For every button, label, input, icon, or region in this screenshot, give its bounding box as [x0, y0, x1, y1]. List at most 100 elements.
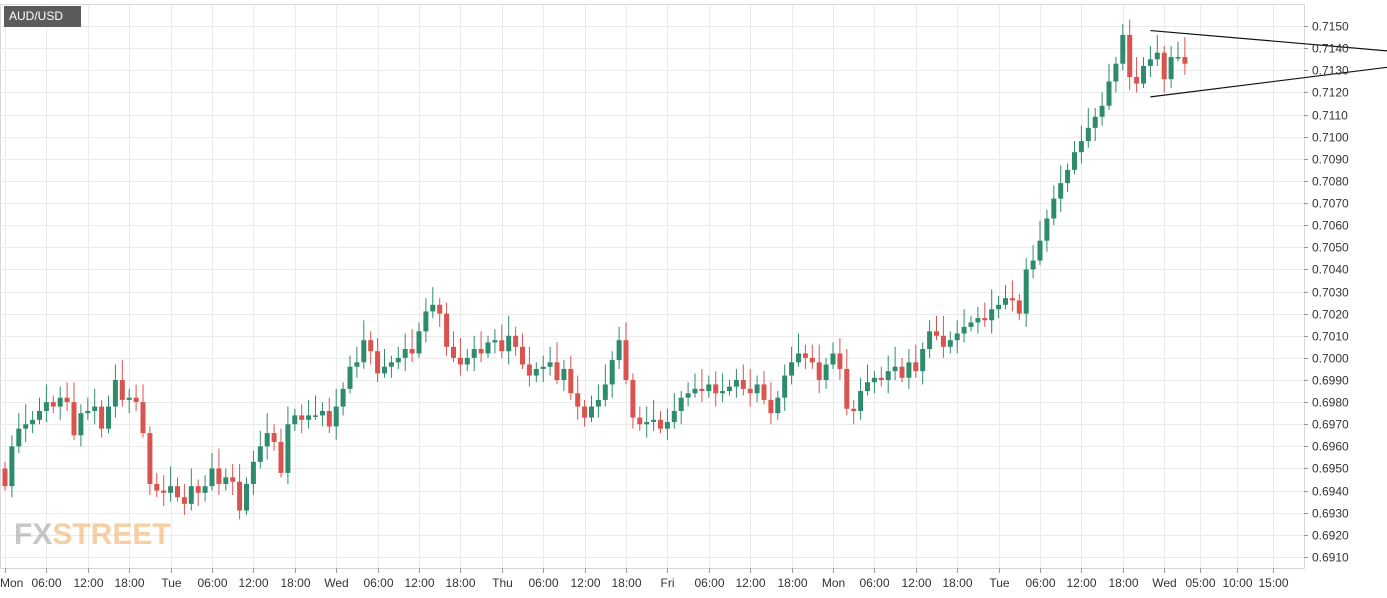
candle-down [630, 380, 636, 418]
candle-down [699, 388, 705, 392]
x-tick-label: 10:00 [1222, 576, 1252, 590]
candle-up [651, 419, 657, 423]
candle-up [561, 368, 567, 380]
candle-up [865, 382, 870, 392]
y-tick-label: 0.6950 [1312, 462, 1349, 476]
x-tick-label: Wed [324, 576, 348, 590]
candle-down [982, 318, 988, 321]
candle-down [457, 357, 463, 365]
x-tick-label: 06:00 [31, 576, 61, 590]
y-tick-label: 0.7130 [1312, 64, 1349, 78]
candle-up [906, 362, 912, 378]
candle-down [1127, 34, 1133, 77]
candle-down [520, 346, 525, 365]
x-tick-label: 12:00 [1066, 576, 1096, 590]
candle-up [664, 422, 670, 429]
candle-down [2, 468, 8, 487]
candle-down [64, 397, 70, 403]
candle-down [575, 393, 581, 407]
candle-up [685, 393, 691, 398]
candle-up [202, 486, 208, 493]
candle-up [920, 349, 926, 372]
candle-up [347, 366, 353, 389]
candle-up [706, 384, 712, 392]
candle-up [402, 349, 408, 358]
candle-up [306, 415, 312, 420]
y-tick-label: 0.7030 [1312, 286, 1349, 300]
y-tick-label: 0.6940 [1312, 485, 1349, 499]
candle-up [1058, 183, 1064, 199]
candle-down [154, 483, 160, 491]
y-tick-label: 0.7050 [1312, 241, 1349, 255]
candle-up [388, 362, 394, 367]
candle-up [823, 364, 829, 380]
candle-up [16, 428, 22, 447]
candle-down [175, 486, 180, 498]
candle-up [968, 322, 974, 327]
candle-up [1072, 152, 1077, 170]
candle-up [1168, 57, 1174, 80]
x-tick-label: Wed [1152, 576, 1176, 590]
candle-down [299, 415, 305, 420]
candle-down [851, 408, 857, 411]
candle-down [1182, 57, 1188, 64]
candle-up [595, 399, 601, 407]
candle-down [1134, 76, 1140, 84]
candle-up [1003, 298, 1008, 305]
candle-up [1030, 260, 1036, 270]
candle-up [333, 406, 339, 427]
x-tick-label: 18:00 [445, 576, 475, 590]
triangle-lower-line [1150, 66, 1387, 98]
y-tick-label: 0.7080 [1312, 175, 1349, 189]
candle-down [368, 340, 374, 352]
candle-up [885, 371, 891, 380]
candle-up [858, 391, 864, 411]
candle-down [71, 402, 77, 436]
candle-up [602, 384, 608, 400]
candle-up [23, 424, 29, 429]
x-tick-label: 12:00 [238, 576, 268, 590]
candle-up [361, 340, 367, 363]
candle-up [927, 331, 933, 350]
x-tick-label: 06:00 [363, 576, 393, 590]
candle-up [92, 406, 98, 411]
candle-up [796, 353, 801, 363]
candle-down [837, 353, 843, 369]
x-tick-label: 06:00 [1025, 576, 1055, 590]
x-tick-label: 12:00 [570, 576, 600, 590]
candle-up [947, 340, 953, 347]
candle-up [1099, 105, 1105, 117]
logo-fx: FX [14, 518, 53, 551]
x-tick-label: 06:00 [197, 576, 227, 590]
candle-up [871, 377, 877, 383]
candle-down [913, 362, 919, 372]
y-tick-label: 0.6960 [1312, 440, 1349, 454]
candle-up [1141, 65, 1146, 84]
x-tick-label: 12:00 [735, 576, 765, 590]
candle-up [382, 366, 387, 374]
y-tick-label: 0.7110 [1312, 109, 1348, 123]
candle-down [802, 353, 808, 358]
y-tick-label: 0.6910 [1312, 551, 1349, 565]
candle-down [899, 366, 905, 378]
x-tick-label: 06:00 [694, 576, 724, 590]
candle-up [644, 422, 650, 425]
candle-up [492, 340, 498, 343]
candle-up [1065, 169, 1071, 184]
candle-down [99, 406, 105, 429]
candle-up [961, 326, 967, 334]
candle-down [768, 399, 774, 414]
candle-up [727, 386, 732, 392]
x-tick-label: 18:00 [1108, 576, 1138, 590]
plot-border [0, 4, 1305, 569]
y-tick-label: 0.7070 [1312, 197, 1349, 211]
x-tick-label: Mon [0, 576, 23, 590]
candle-up [106, 406, 111, 429]
candle-down [940, 335, 946, 347]
candle-up [285, 424, 291, 473]
x-tick-label: 06:00 [528, 576, 558, 590]
candle-up [1154, 52, 1160, 60]
candle-up [1085, 127, 1091, 142]
candle-up [733, 380, 739, 387]
symbol-badge: AUD/USD [4, 6, 82, 27]
